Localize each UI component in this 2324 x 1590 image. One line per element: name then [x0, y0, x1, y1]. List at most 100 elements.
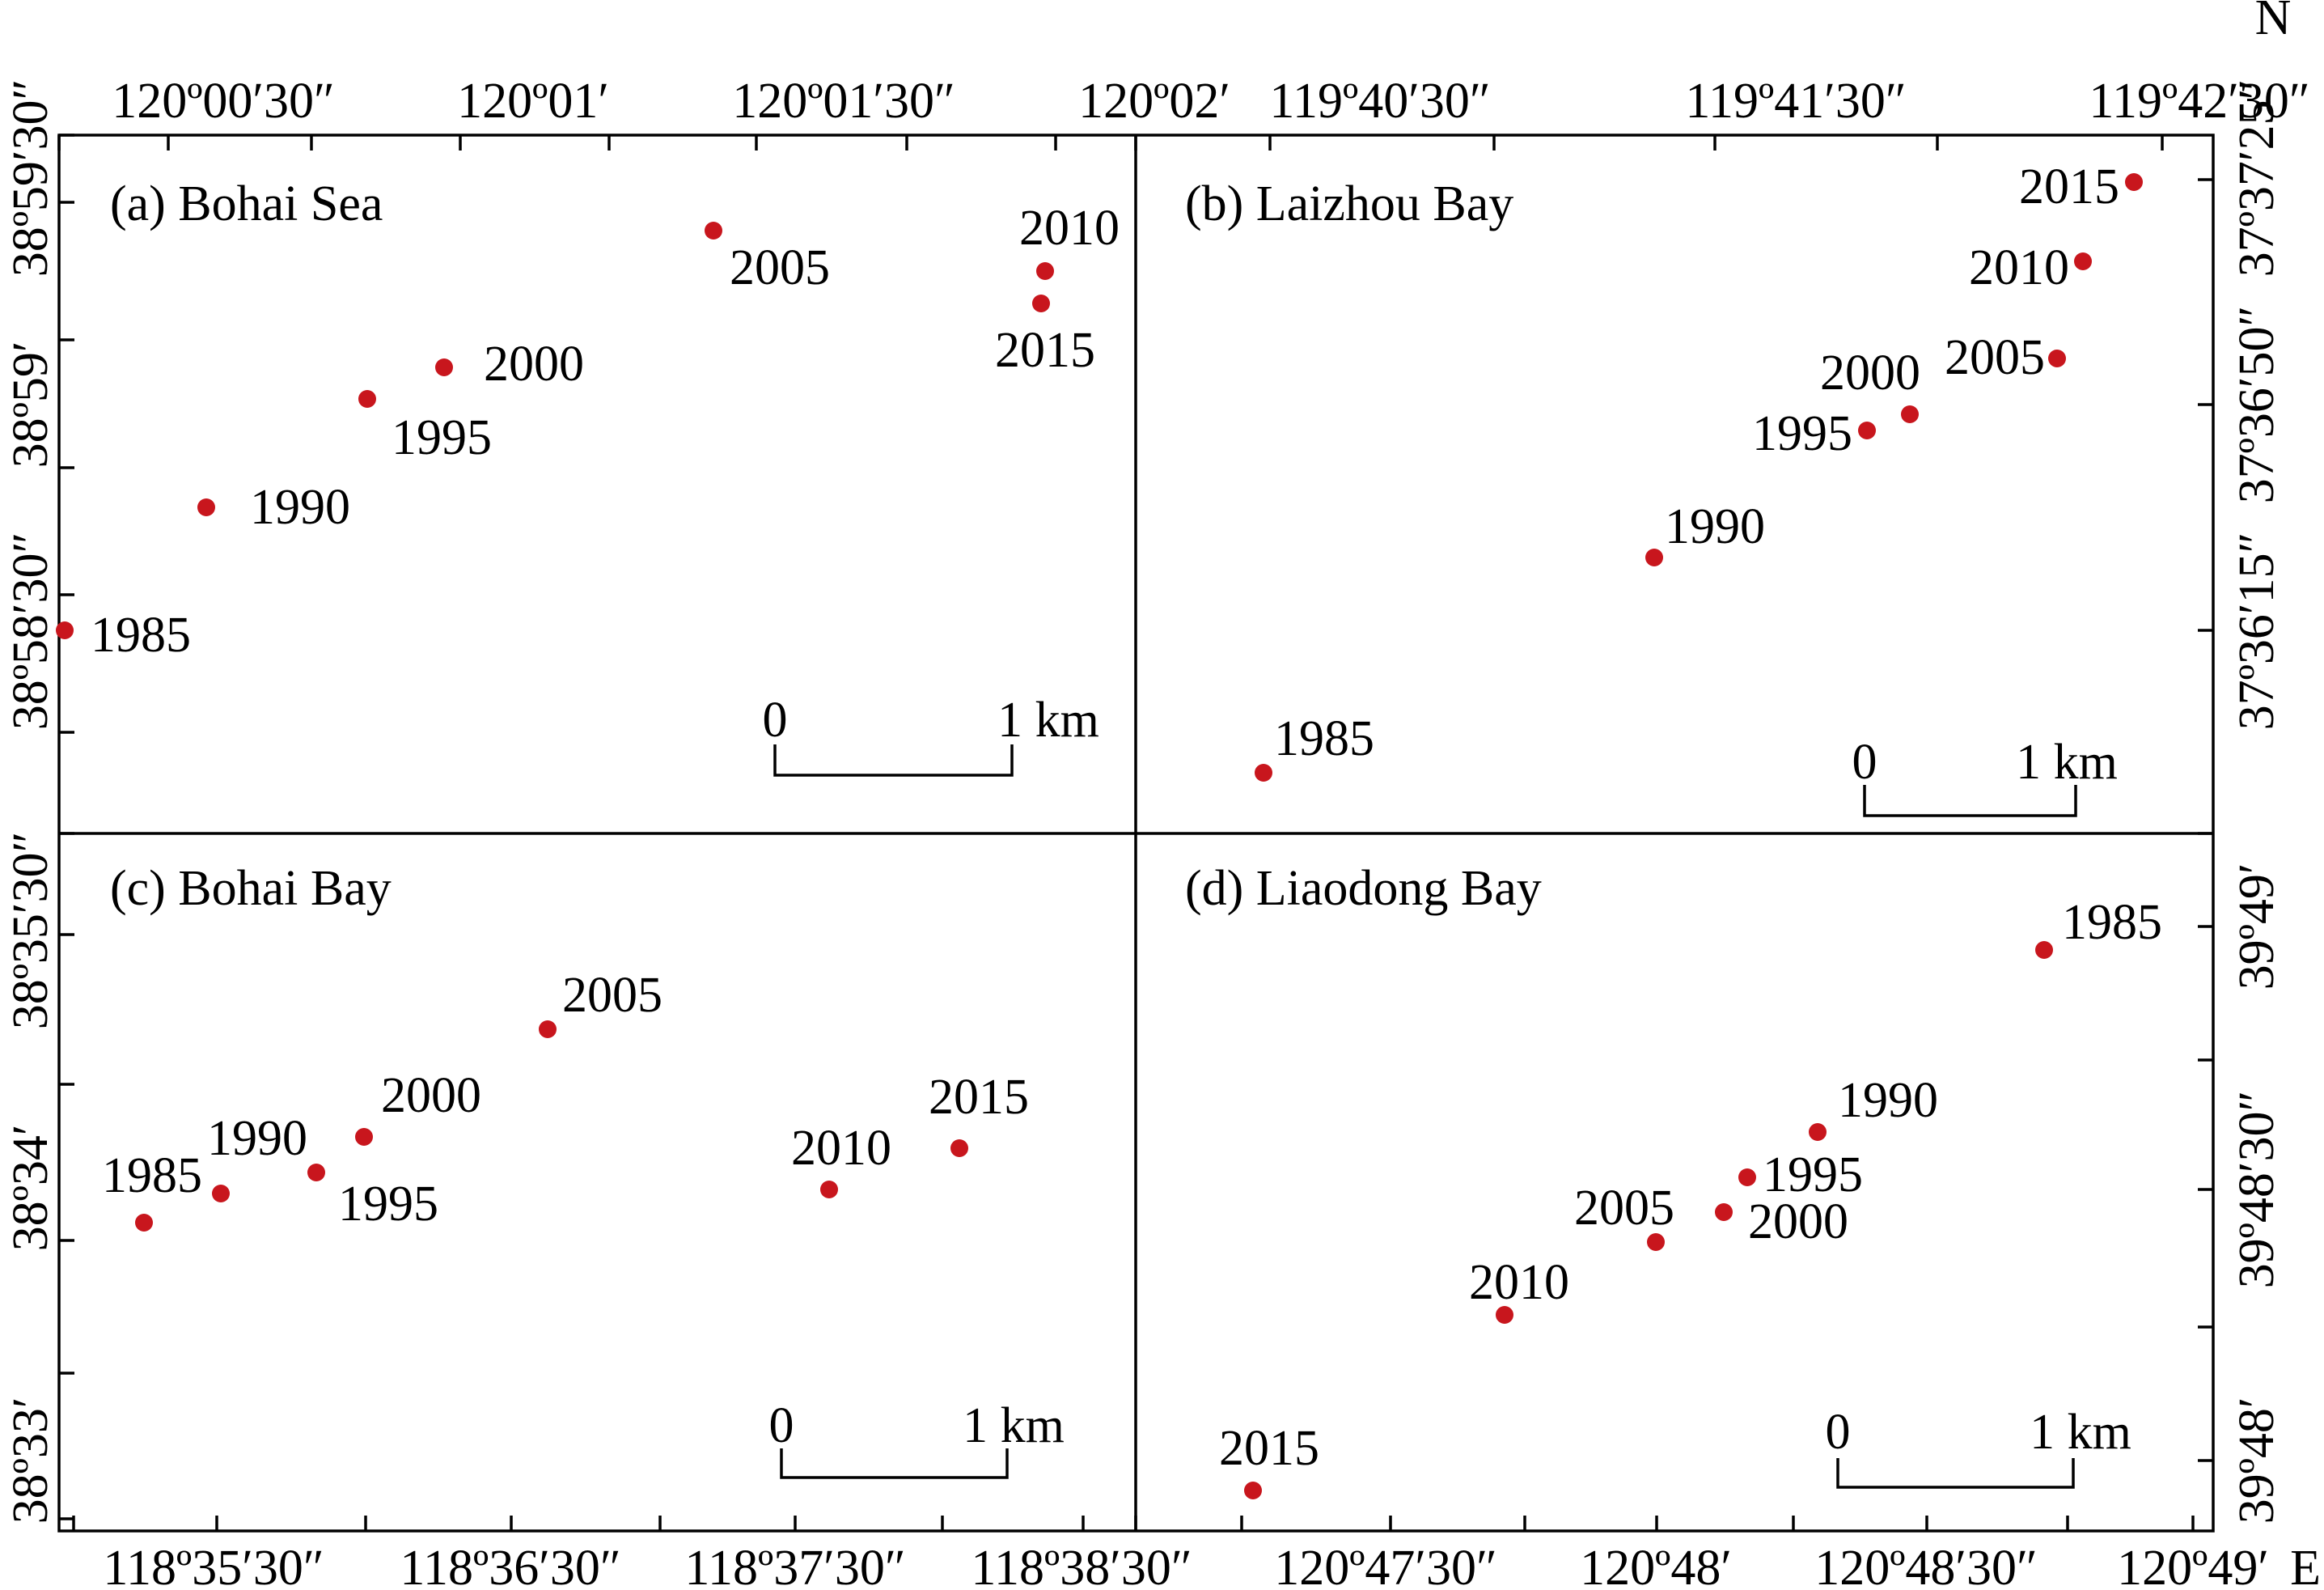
panel-titles: (a) Bohai Sea (b) Laizhou Bay (c) Bohai … — [110, 176, 1542, 916]
year-label-1990: 1990 — [1665, 499, 1765, 554]
scale-bar-b: 0 1 km — [1852, 735, 2118, 817]
year-label-1985: 1985 — [1274, 711, 1374, 766]
top-longitude-label: 120º01′ — [457, 74, 609, 129]
left-latitude-label: 38º35′30″ — [3, 832, 58, 1030]
right-latitude-label: 37º37′25″ — [2229, 79, 2284, 278]
point-marker-2015 — [950, 1139, 968, 1157]
panel-a-points: 1985 1990 1995 2000 2005 2010 2015 — [56, 201, 1120, 663]
scale-bar-unit: 1 km — [2030, 1405, 2131, 1460]
scale-bar-a: 0 1 km — [763, 693, 1099, 777]
point-marker-1985 — [2035, 941, 2053, 959]
point-marker-2005 — [2048, 350, 2066, 367]
year-label-1985: 1985 — [102, 1148, 202, 1203]
point-marker-2010 — [1496, 1306, 1513, 1324]
point-marker-1990 — [197, 498, 215, 516]
point-marker-1995 — [358, 390, 376, 408]
point-marker-2000 — [435, 358, 453, 376]
top-longitude-label: 119º42′30″ — [2089, 74, 2309, 129]
year-label-1995: 1995 — [1752, 406, 1852, 461]
year-label-2005: 2005 — [730, 240, 830, 295]
scale-bar-d: 0 1 km — [1826, 1405, 2131, 1489]
scale-bar-zero: 0 — [1852, 735, 1877, 790]
east-label: E — [2290, 1541, 2321, 1590]
left-latitude-label: 38º59′30″ — [3, 79, 58, 278]
top-longitude-label: 120º00′30″ — [112, 74, 335, 129]
right-latitude-label: 39º49′ — [2229, 863, 2284, 990]
top-longitude-label: 119º41′30″ — [1685, 74, 1906, 129]
bottom-longitude-label: 118º38′30″ — [971, 1541, 1192, 1590]
point-marker-1995 — [1738, 1168, 1756, 1186]
scale-bar-zero: 0 — [763, 693, 788, 748]
bottom-longitude-label: 120º48′ — [1580, 1541, 1732, 1590]
scale-bar-line — [780, 1448, 1009, 1479]
year-label-1985: 1985 — [91, 608, 191, 663]
point-markers: 1985199019952000200520102015198519901995… — [56, 159, 2162, 1499]
point-marker-2010 — [2074, 252, 2092, 270]
axis-ticks — [57, 134, 2213, 1531]
left-latitude-label: 38º34′ — [3, 1125, 58, 1252]
point-marker-1990 — [1645, 549, 1663, 566]
top-longitude-label: 120º02′ — [1078, 74, 1230, 129]
scale-bar-line — [1836, 1458, 2075, 1489]
point-marker-2005 — [1647, 1233, 1665, 1251]
north-label: N — [2255, 0, 2292, 45]
year-label-2010: 2010 — [1969, 240, 2069, 295]
scale-bar-unit: 1 km — [997, 693, 1099, 748]
point-marker-2005 — [539, 1020, 557, 1038]
right-latitude-label: 39º48′30″ — [2229, 1091, 2284, 1289]
year-label-2005: 2005 — [1945, 330, 2045, 385]
axis-labels: 120º00′30″ 120º01′ 120º01′30″ 120º02′ 119º40… — [3, 74, 2310, 1590]
year-label-1990: 1990 — [250, 480, 350, 535]
point-marker-1995 — [1858, 422, 1876, 439]
scale-bar-zero: 0 — [1826, 1405, 1851, 1460]
bottom-longitude-label: 118º35′30″ — [103, 1541, 324, 1590]
point-marker-1990 — [212, 1185, 230, 1202]
point-marker-2000 — [355, 1128, 373, 1146]
scale-bar-unit: 1 km — [963, 1398, 1065, 1453]
point-marker-1985 — [1255, 764, 1272, 782]
year-label-2015: 2015 — [1219, 1421, 1319, 1476]
point-marker-2010 — [820, 1181, 838, 1198]
scale-bar-line — [1863, 785, 2077, 817]
bottom-longitude-label: 120º47′30″ — [1274, 1541, 1497, 1590]
point-marker-1990 — [1809, 1123, 1827, 1141]
year-label-2010: 2010 — [1019, 201, 1120, 256]
year-label-1995: 1995 — [338, 1177, 438, 1232]
panel-b-title: (b) Laizhou Bay — [1185, 176, 1513, 231]
year-label-2005: 2005 — [1574, 1181, 1674, 1236]
bottom-longitude-label: 118º36′30″ — [400, 1541, 620, 1590]
scale-bar-unit: 1 km — [2016, 735, 2118, 790]
point-marker-2015 — [1032, 295, 1050, 312]
top-longitude-label: 120º01′30″ — [732, 74, 955, 129]
panel-c-title: (c) Bohai Bay — [110, 861, 392, 916]
point-marker-2015 — [1244, 1482, 1262, 1499]
year-label-2015: 2015 — [929, 1070, 1029, 1125]
point-marker-2000 — [1901, 405, 1919, 423]
panel-a-title: (a) Bohai Sea — [110, 176, 383, 231]
right-latitude-label: 37º36′50″ — [2229, 306, 2284, 504]
year-label-2000: 2000 — [484, 337, 584, 392]
year-label-2000: 2000 — [381, 1068, 481, 1123]
year-label-2015: 2015 — [995, 323, 1095, 378]
bottom-longitude-label: 120º48′30″ — [1814, 1541, 2038, 1590]
point-marker-2010 — [1036, 262, 1054, 280]
year-label-2010: 2010 — [1469, 1255, 1569, 1310]
year-label-2005: 2005 — [562, 968, 662, 1023]
point-marker-1985 — [135, 1214, 153, 1232]
left-latitude-label: 38º58′30″ — [3, 532, 58, 731]
right-latitude-label: 37º36′15″ — [2229, 532, 2284, 731]
year-label-1990: 1990 — [207, 1111, 307, 1166]
point-marker-1995 — [307, 1164, 325, 1181]
year-label-1990: 1990 — [1838, 1073, 1938, 1128]
scale-bar-line — [773, 744, 1014, 777]
scale-bar-zero: 0 — [769, 1398, 794, 1453]
year-label-2000: 2000 — [1820, 346, 1920, 401]
right-latitude-label: 39º48′ — [2229, 1397, 2284, 1524]
point-marker-2015 — [2125, 173, 2143, 191]
year-label-2015: 2015 — [2019, 159, 2119, 214]
year-label-2010: 2010 — [791, 1121, 891, 1176]
